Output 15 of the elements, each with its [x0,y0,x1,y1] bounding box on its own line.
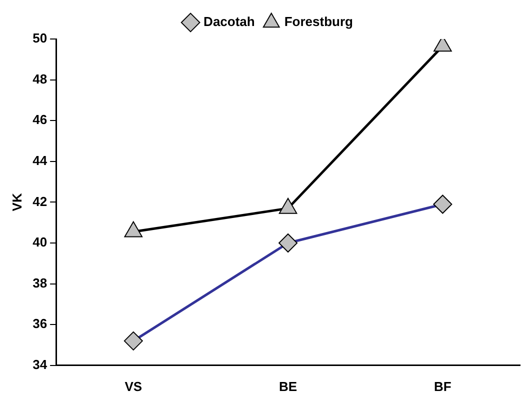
y-tick-label: 42 [32,194,48,209]
x-tick-label: VS [124,378,142,394]
y-tick-label: 34 [32,356,48,372]
legend-label: Dacotah [204,14,255,30]
y-tick-label: 38 [32,275,48,290]
x-tick-label: BE [279,378,298,394]
y-tick-label: 46 [32,112,48,128]
y-tick-label: 48 [32,71,48,86]
y-axis-title: VK [9,192,24,212]
y-tick-label: 44 [32,152,48,168]
y-tick-label: 40 [32,234,48,250]
y-tick-label: 50 [32,30,48,46]
legend-label: Forestburg [284,14,354,30]
y-tick-label: 36 [32,316,48,332]
x-tick-label: BF [434,378,452,394]
